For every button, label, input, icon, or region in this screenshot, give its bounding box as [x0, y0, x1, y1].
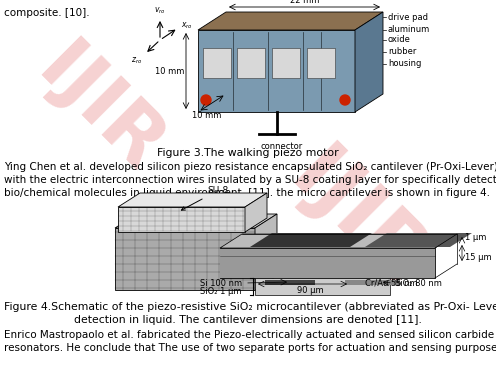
- Text: rubber: rubber: [388, 48, 416, 56]
- Text: Si 100 nm: Si 100 nm: [200, 279, 242, 287]
- Text: 10 mm: 10 mm: [192, 111, 222, 120]
- Bar: [265, 280, 315, 285]
- Text: drive pad: drive pad: [388, 13, 428, 21]
- Text: 90 μm: 90 μm: [297, 286, 323, 295]
- Text: 22 mm: 22 mm: [290, 0, 319, 5]
- Polygon shape: [355, 12, 383, 112]
- Text: 1 μm: 1 μm: [465, 234, 487, 242]
- Polygon shape: [115, 228, 255, 290]
- Bar: [272, 48, 300, 78]
- Text: detection in liquid. The cantilever dimensions are denoted [11].: detection in liquid. The cantilever dime…: [74, 315, 422, 325]
- Text: composite. [10].: composite. [10].: [4, 8, 90, 18]
- Text: aluminum: aluminum: [388, 25, 430, 34]
- Text: Figure 3.The walking piezo motor: Figure 3.The walking piezo motor: [157, 148, 339, 158]
- Polygon shape: [198, 30, 355, 112]
- Text: SiO₂ 1 μm: SiO₂ 1 μm: [200, 286, 242, 296]
- Text: Enrico Mastropaolo et al. fabricated the Piezo-electrically actuated and sensed : Enrico Mastropaolo et al. fabricated the…: [4, 330, 496, 340]
- Text: $v_{ro}$: $v_{ro}$: [154, 6, 166, 16]
- Polygon shape: [365, 233, 472, 247]
- Circle shape: [340, 95, 350, 105]
- Bar: [203, 48, 231, 78]
- Text: $x_{ro}$: $x_{ro}$: [181, 21, 193, 31]
- Polygon shape: [255, 214, 277, 290]
- Text: housing: housing: [388, 59, 422, 69]
- Polygon shape: [118, 193, 267, 207]
- Text: resonators. He conclude that The use of two separate ports for actuation and sen: resonators. He conclude that The use of …: [4, 343, 496, 353]
- Text: IJIR: IJIR: [273, 137, 441, 306]
- Polygon shape: [118, 207, 245, 232]
- Bar: [345, 280, 400, 285]
- Bar: [237, 48, 265, 78]
- Polygon shape: [115, 214, 277, 228]
- Text: bio/chemical molecules in liquid environment. [11]. the micro cantilever is show: bio/chemical molecules in liquid environ…: [4, 188, 490, 198]
- Polygon shape: [245, 193, 267, 232]
- Text: $z_{ro}$: $z_{ro}$: [131, 56, 142, 66]
- Bar: [307, 48, 335, 78]
- Text: Ying Chen et al. developed silicon piezo resistance encapsulated SiO₂ cantilever: Ying Chen et al. developed silicon piezo…: [4, 162, 496, 172]
- Polygon shape: [250, 233, 372, 247]
- Text: with the electric interconnection wires insulated by a SU-8 coating layer for sp: with the electric interconnection wires …: [4, 175, 496, 185]
- Text: 15 μm: 15 μm: [465, 252, 492, 262]
- Text: 10 mm: 10 mm: [155, 66, 184, 76]
- Text: Cr/Au 55 nm: Cr/Au 55 nm: [365, 279, 418, 287]
- Text: SiO₂ 80 nm: SiO₂ 80 nm: [395, 279, 442, 287]
- Circle shape: [201, 95, 211, 105]
- Bar: [255, 278, 390, 295]
- Polygon shape: [220, 234, 457, 248]
- Text: Figure 4.Schematic of the piezo-resistive SiO₂ microcantilever (abbreviated as P: Figure 4.Schematic of the piezo-resistiv…: [4, 302, 496, 312]
- Text: IJIR: IJIR: [22, 34, 176, 188]
- Polygon shape: [220, 248, 435, 278]
- Text: connector: connector: [260, 142, 303, 151]
- Polygon shape: [198, 12, 383, 30]
- Text: oxide: oxide: [388, 35, 411, 45]
- Text: SU-8: SU-8: [182, 186, 229, 210]
